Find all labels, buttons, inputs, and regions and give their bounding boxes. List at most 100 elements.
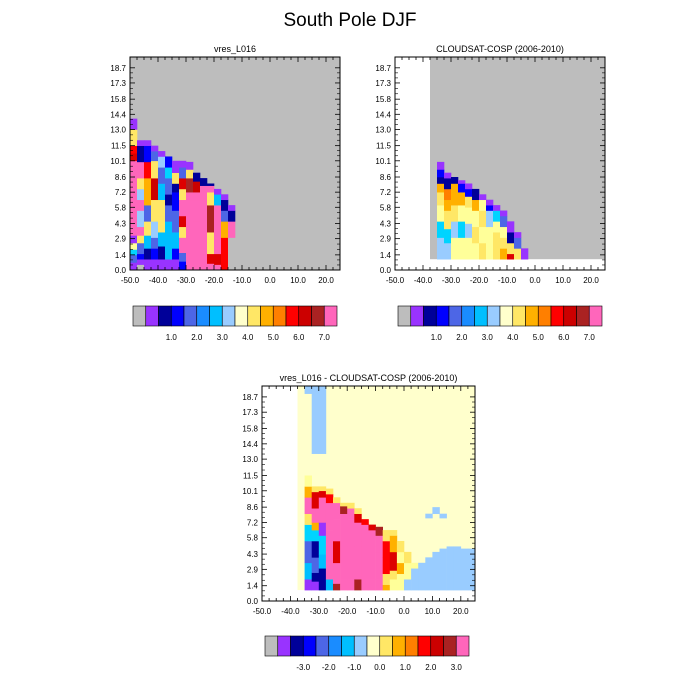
heatmap-cell (472, 188, 480, 201)
y-tick-label: 14.4 (110, 110, 126, 119)
heatmap-cell (361, 579, 369, 591)
heatmap-cell (389, 579, 398, 591)
x-tick-label: -50.0 (386, 276, 405, 285)
heatmap-cell (325, 502, 334, 514)
heatmap-cell (193, 264, 201, 271)
heatmap-cell (193, 221, 201, 255)
colorbar-label: 2.0 (191, 333, 203, 342)
figure-title: South Pole DJF (283, 10, 417, 31)
heatmap-cell (158, 215, 166, 233)
heatmap-cell (165, 221, 173, 238)
heatmap-cell (437, 192, 445, 206)
heatmap-cell (165, 205, 173, 222)
heatmap-cell (451, 194, 459, 206)
heatmap-cell (347, 502, 355, 509)
y-tick-label: 17.3 (110, 79, 126, 88)
heatmap-cell (186, 178, 194, 193)
heatmap-cell (165, 259, 173, 271)
x-tick-label: -20.0 (205, 276, 224, 285)
colorbar-swatch (423, 305, 437, 327)
colorbar-swatch (341, 635, 355, 657)
heatmap-cell (507, 232, 515, 244)
heatmap-cell (304, 386, 312, 394)
heatmap-cell (354, 546, 362, 580)
heatmap-cell (507, 242, 515, 255)
heatmap-cell (207, 263, 215, 271)
y-tick-label: 0.0 (115, 266, 127, 275)
heatmap-cell (172, 172, 180, 184)
heatmap-cell (340, 513, 348, 542)
heatmap-cell (404, 562, 412, 580)
x-tick-label: 20.0 (318, 276, 334, 285)
heatmap-cell (311, 491, 320, 509)
heatmap-cell (500, 210, 508, 217)
heatmap-cell (375, 526, 383, 536)
heatmap-cell (318, 522, 327, 536)
heatmap-cell (325, 546, 334, 580)
y-tick-label: 13.0 (375, 125, 391, 134)
x-tick-label: 20.0 (453, 607, 469, 616)
heatmap-cell (214, 232, 222, 255)
heatmap-cell (432, 507, 440, 514)
heatmap-cell (465, 223, 473, 238)
heatmap-cell (165, 194, 173, 206)
heatmap-cell (451, 237, 459, 260)
colorbar-swatch (435, 305, 450, 327)
heatmap-cell (193, 172, 201, 182)
heatmap-cell (479, 242, 487, 260)
colorbar-label: 7.0 (319, 333, 331, 342)
heatmap-cell (207, 232, 215, 255)
x-tick-label: -10.0 (498, 276, 517, 285)
empty-region (262, 386, 298, 601)
heatmap-cell (186, 253, 194, 264)
heatmap-cell (130, 262, 138, 271)
heatmap-cell (304, 562, 312, 580)
heatmap-cell (425, 557, 433, 591)
colorbar-label: 6.0 (293, 333, 305, 342)
heatmap-cell (207, 192, 215, 206)
y-tick-label: 5.8 (247, 534, 259, 543)
heatmap-cell (396, 573, 405, 591)
heatmap-cell (221, 210, 229, 222)
colorbar-swatch (272, 305, 287, 327)
heatmap-cell (207, 183, 215, 186)
colorbar-swatch (512, 305, 526, 327)
heatmap-cell (458, 237, 466, 260)
heatmap-cell (137, 188, 145, 201)
heatmap-cell (333, 502, 341, 520)
heatmap-cell (144, 145, 152, 163)
heatmap-cell (221, 194, 229, 201)
colorbar-swatch (290, 635, 304, 657)
colorbar-label: 1.0 (400, 663, 412, 672)
heatmap-cell (186, 263, 194, 271)
heatmap-cell (325, 488, 334, 495)
colorbar-swatch (277, 635, 291, 657)
heatmap-cell (458, 192, 466, 206)
heatmap-cell (437, 237, 445, 260)
heatmap-cell (151, 151, 159, 162)
colorbar-swatch (328, 635, 342, 657)
heatmap-cell (507, 221, 515, 233)
heatmap-cell (486, 199, 494, 206)
heatmap-cell (444, 242, 452, 260)
heatmap-cell (444, 188, 452, 201)
heatmap-cell (437, 221, 445, 238)
x-tick-label: -50.0 (253, 607, 272, 616)
heatmap-cell (382, 573, 391, 585)
heatmap-cell (361, 519, 369, 525)
heatmap-cell (340, 579, 348, 591)
colorbar-swatch (221, 305, 236, 327)
heatmap-cell (179, 237, 187, 254)
heatmap-cell (500, 226, 508, 238)
heatmap-cell (130, 235, 138, 244)
colorbar-label: 2.0 (425, 663, 437, 672)
heatmap-cell (437, 177, 445, 184)
heatmap-cell (158, 199, 166, 217)
heatmap-cell (437, 183, 445, 193)
heatmap-cell (228, 237, 236, 271)
y-tick-label: 7.2 (115, 188, 127, 197)
heatmap-cell (228, 221, 236, 238)
heatmap-cell (458, 205, 466, 222)
heatmap-cell (214, 253, 222, 265)
x-tick-label: -30.0 (442, 276, 461, 285)
